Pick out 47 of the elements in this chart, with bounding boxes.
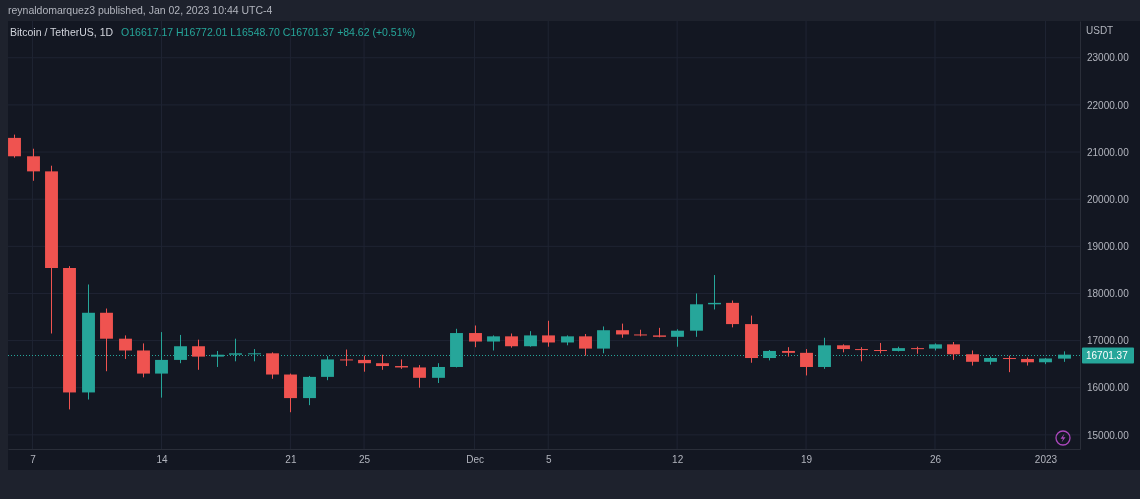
- y-tick-label: 22000.00: [1087, 99, 1130, 111]
- candlestick: [192, 339, 205, 371]
- y-tick-label: 21000.00: [1087, 146, 1130, 158]
- candlestick: [469, 325, 482, 348]
- candlestick: [818, 337, 831, 370]
- y-tick-label: 18000.00: [1087, 288, 1130, 300]
- x-tick-label: 14: [156, 454, 168, 466]
- x-tick-label: 12: [672, 454, 684, 466]
- candlestick: [303, 375, 316, 406]
- y-tick-label: 20000.00: [1087, 193, 1130, 205]
- y-tick-label: 19000.00: [1087, 241, 1130, 253]
- candlestick: [321, 355, 334, 381]
- candlestick: [800, 348, 813, 376]
- candlestick: [266, 351, 279, 380]
- x-tick-label: 21: [285, 454, 297, 466]
- candlestick: [432, 362, 445, 384]
- x-tick-label: 26: [929, 454, 942, 466]
- y-tick-label: 16000.00: [1087, 382, 1130, 394]
- y-axis-title: USDT: [1086, 25, 1114, 36]
- candlestick: [119, 334, 132, 360]
- candlestick: [1003, 355, 1016, 373]
- x-tick-label: 25: [358, 454, 371, 466]
- candlestick: [137, 342, 150, 378]
- candlestick: [284, 373, 297, 413]
- candlestick: [340, 349, 353, 367]
- y-tick-label: 15000.00: [1087, 429, 1130, 441]
- candlestick: [155, 331, 168, 399]
- x-tick-label: 7: [30, 454, 37, 466]
- x-tick-label: 2023: [1034, 454, 1058, 466]
- x-tick-label: 19: [800, 454, 813, 466]
- candlestick: [579, 333, 592, 357]
- candlestick: [27, 148, 40, 182]
- x-tick-label: 5: [545, 454, 552, 466]
- ref-line-label: 16701.37: [1086, 350, 1129, 361]
- candlestick: [413, 364, 426, 389]
- candlestick: [597, 325, 610, 354]
- candlestick: [8, 134, 21, 159]
- y-tick-label: 23000.00: [1087, 52, 1130, 64]
- candlestick: [874, 342, 887, 354]
- text: Bitcoin / TetherUS, 1D: [10, 26, 114, 38]
- text: reynaldomarquez3 published, Jan 02, 2023 10:44 UTC-4: [8, 4, 273, 16]
- annotation: O16617.17 H16772.01 L16548.70 C16701.37 +84.62 (+0.51%): [121, 26, 416, 38]
- candlestick: [542, 320, 555, 348]
- candlestick: [726, 300, 739, 328]
- y-tick-label: 17000.00: [1087, 335, 1130, 347]
- candlestick: [855, 346, 868, 362]
- x-tick-label: Dec: [466, 454, 484, 466]
